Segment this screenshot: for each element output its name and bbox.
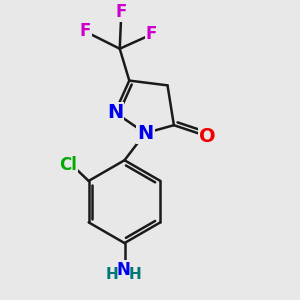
Text: F: F [116, 3, 127, 21]
Text: F: F [146, 26, 157, 44]
Text: N: N [137, 124, 153, 143]
Text: N: N [117, 261, 131, 279]
Text: H: H [106, 267, 119, 282]
Text: N: N [107, 103, 123, 122]
Text: O: O [199, 127, 216, 146]
Text: F: F [79, 22, 90, 40]
Text: H: H [129, 267, 142, 282]
Text: Cl: Cl [59, 156, 77, 174]
